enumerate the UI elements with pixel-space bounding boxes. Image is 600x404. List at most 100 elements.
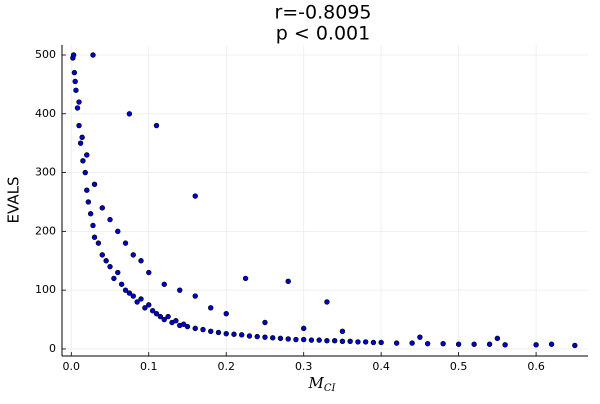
point xyxy=(184,323,191,330)
point xyxy=(99,205,105,211)
point xyxy=(80,158,86,164)
point xyxy=(494,335,501,342)
point xyxy=(533,342,539,348)
point xyxy=(270,335,276,341)
chart-subtitle: p < 0.001 xyxy=(276,23,370,45)
point xyxy=(126,290,133,296)
point xyxy=(242,275,249,282)
point xyxy=(215,329,222,336)
y-tick-label: 200 xyxy=(35,224,56,237)
point xyxy=(285,278,291,285)
point xyxy=(115,269,121,276)
point xyxy=(177,287,183,293)
point xyxy=(370,339,377,346)
point xyxy=(138,258,144,264)
point xyxy=(471,341,477,347)
point xyxy=(417,334,423,340)
point xyxy=(316,337,322,343)
point xyxy=(111,275,117,282)
point xyxy=(91,181,98,188)
point xyxy=(362,339,369,345)
point xyxy=(107,263,113,270)
point xyxy=(90,52,96,58)
point xyxy=(192,193,198,199)
point xyxy=(142,305,148,311)
point xyxy=(308,337,315,343)
point xyxy=(231,331,237,337)
x-tick-label: 0.2 xyxy=(217,360,235,373)
point xyxy=(339,328,346,335)
point xyxy=(378,339,384,346)
y-tick-label: 500 xyxy=(35,48,56,61)
point xyxy=(165,313,171,320)
point xyxy=(72,78,78,85)
point xyxy=(246,333,253,339)
x-tick-label: 0.6 xyxy=(527,360,545,373)
point xyxy=(77,140,84,146)
point xyxy=(126,111,133,117)
point xyxy=(130,293,136,299)
point xyxy=(393,340,400,346)
point xyxy=(173,318,179,324)
point xyxy=(87,211,94,217)
point xyxy=(424,340,431,347)
point xyxy=(157,313,164,320)
point xyxy=(71,69,78,76)
point xyxy=(146,269,152,276)
y-axis-label: EVALS xyxy=(5,177,23,224)
point xyxy=(192,325,198,332)
x-tick-label: 0.0 xyxy=(63,360,81,373)
point xyxy=(355,339,361,345)
point xyxy=(347,338,353,345)
point xyxy=(208,328,214,335)
point xyxy=(324,299,330,305)
x-tick-label: 0.1 xyxy=(140,360,158,373)
point xyxy=(262,334,268,340)
point xyxy=(300,325,307,332)
point xyxy=(285,336,291,342)
point xyxy=(223,310,229,317)
point xyxy=(138,296,144,302)
x-tick-label: 0.5 xyxy=(450,360,468,373)
point xyxy=(118,281,125,287)
x-axis-label: MCI xyxy=(308,374,337,394)
point xyxy=(502,342,508,348)
point xyxy=(146,302,152,308)
y-tick-label: 0 xyxy=(49,342,56,355)
point xyxy=(122,287,129,293)
point xyxy=(149,308,156,314)
point xyxy=(239,332,245,338)
point xyxy=(262,319,268,326)
point xyxy=(130,252,136,258)
point xyxy=(85,199,92,205)
point xyxy=(103,258,109,264)
point xyxy=(84,187,90,193)
y-tick-label: 400 xyxy=(35,107,56,120)
point xyxy=(153,122,160,129)
point xyxy=(115,228,121,235)
y-tick-label: 300 xyxy=(35,166,56,179)
x-axis-label-sub: CI xyxy=(324,383,337,394)
point xyxy=(70,52,77,58)
point xyxy=(548,341,555,347)
point xyxy=(95,240,102,246)
chart-title: r=-0.8095 xyxy=(274,2,371,24)
point xyxy=(73,87,79,93)
point xyxy=(300,336,307,343)
x-tick-label: 0.3 xyxy=(295,360,313,373)
point xyxy=(409,340,415,346)
point xyxy=(339,338,346,345)
point xyxy=(254,333,260,340)
point xyxy=(324,338,330,344)
point xyxy=(82,169,88,176)
point xyxy=(486,341,493,347)
x-axis-label-main: M xyxy=(308,374,325,392)
point xyxy=(161,316,167,323)
point xyxy=(90,222,96,229)
point xyxy=(122,240,129,246)
point xyxy=(293,336,299,343)
point xyxy=(91,234,98,240)
point xyxy=(134,299,140,305)
point xyxy=(331,338,338,344)
